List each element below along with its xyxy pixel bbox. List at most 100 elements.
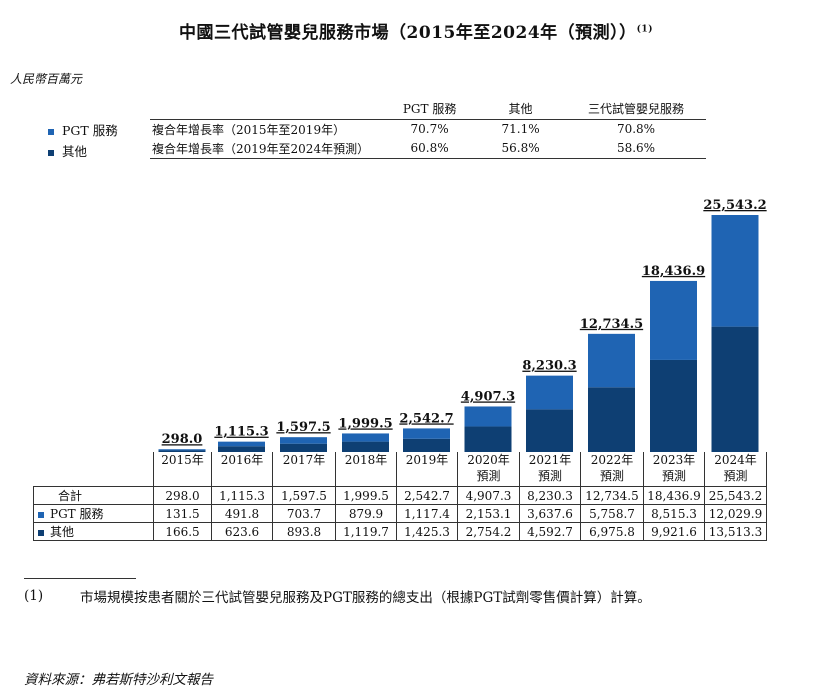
cell-value: 1,119.7 (335, 522, 397, 541)
cell-value: 491.8 (211, 504, 273, 523)
cell-value: 1,597.5 (272, 486, 336, 505)
legend-swatch-other (48, 149, 54, 156)
source-note: 資料來源：弗若斯特沙利文報告 (24, 672, 213, 688)
row-label: 其他 (33, 522, 154, 541)
total-label-4: 2,542.7 (399, 411, 453, 426)
total-label-2: 1,597.5 (276, 420, 330, 435)
row-label: 合計 (33, 486, 154, 505)
year-header-1: 2016年 (211, 452, 273, 487)
forecast-label: 預測 (599, 469, 624, 483)
forecast-label: 預測 (476, 469, 501, 483)
total-label-3: 1,999.5 (338, 416, 392, 431)
bar-other-3 (342, 441, 389, 452)
year-header-6: 2021年預測 (519, 452, 581, 487)
cell-value: 18,436.9 (643, 486, 705, 505)
year-label: 2019年 (405, 453, 449, 467)
bar-pgt-8 (650, 280, 697, 360)
cell-value: 298.0 (153, 486, 212, 505)
bar-other-0 (158, 450, 206, 452)
year-header-4: 2019年 (396, 452, 458, 487)
cell-value: 1,115.3 (211, 486, 273, 505)
forecast-label: 預測 (661, 469, 686, 483)
year-header-2: 2017年 (272, 452, 336, 487)
year-header-5: 2020年預測 (457, 452, 520, 487)
row-label-text: 合計 (58, 489, 83, 503)
year-header-3: 2018年 (335, 452, 397, 487)
year-header-7: 2022年預測 (580, 452, 644, 487)
cell-value: 2,754.2 (457, 522, 520, 541)
legend-swatch-pgt (48, 128, 54, 135)
cell-value: 5,758.7 (580, 504, 644, 523)
year-label: 2016年 (220, 453, 264, 467)
cell-value: 13,513.3 (704, 522, 767, 541)
bar-other-1 (218, 446, 265, 452)
footnote-text: 市場規模按患者關於三代試管嬰兒服務及PGT服務的總支出（根據PGT試劑零售價計算… (80, 590, 651, 606)
legend-item-pgt: PGT 服務 (48, 120, 118, 139)
cell-value: 8,230.3 (519, 486, 581, 505)
total-label-5: 4,907.3 (461, 389, 515, 404)
row-label-text: PGT 服務 (50, 507, 104, 521)
cagr-value: 60.8% (384, 138, 476, 159)
year-header-9: 2024年預測 (704, 452, 767, 487)
total-label-9: 25,543.2 (703, 198, 766, 213)
cell-value: 893.8 (272, 522, 336, 541)
cell-value: 4,592.7 (519, 522, 581, 541)
data-row: 其他 166.5 623.6 893.8 1,119.7 1,425.3 2,754.2 4,… (33, 522, 767, 541)
bar-other-9 (711, 326, 759, 452)
total-label-0: 298.0 (162, 432, 203, 447)
data-row: PGT 服務 131.5 491.8 703.7 879.9 1,117.4 2,153.1… (33, 504, 767, 523)
year-label: 2020年 (467, 453, 510, 467)
cell-value: 12,029.9 (704, 504, 767, 523)
cell-value: 131.5 (153, 504, 212, 523)
unit-label: 人民幣百萬元 (10, 72, 83, 86)
year-label: 2021年 (528, 453, 572, 467)
cagr-row-label: 複合年增長率（2015年至2019年） (152, 122, 346, 137)
cell-value: 6,975.8 (580, 522, 644, 541)
cell-value: 9,921.6 (643, 522, 705, 541)
cagr-value: 71.1% (501, 122, 540, 136)
data-table: 2015年 2016年 2017年 2018年 2019年 2020年 預測 2021年 預測 2… (33, 452, 767, 541)
legend-label-other: 其他 (62, 144, 88, 159)
forecast-label: 預測 (537, 469, 562, 483)
bar-pgt-2 (280, 437, 327, 444)
cell-value: 4,907.3 (457, 486, 520, 505)
cagr-header-row: PGT 服務 其他 三代試管嬰兒服務 (150, 99, 706, 120)
cell-value: 1,425.3 (396, 522, 458, 541)
year-label: 2022年 (590, 453, 634, 467)
year-header-0: 2015年 (153, 452, 212, 487)
bar-other-5 (464, 426, 512, 452)
bar-pgt-9 (711, 215, 759, 327)
cell-value: 1,117.4 (396, 504, 458, 523)
year-label: 2018年 (344, 453, 388, 467)
cagr-table: PGT 服務 其他 三代試管嬰兒服務 複合年增長率（2015年至2019年） 7… (150, 99, 706, 159)
cagr-header-other: 其他 (475, 99, 567, 120)
forecast-label: 預測 (723, 469, 748, 483)
bar-other-2 (280, 443, 327, 452)
legend-item-other: 其他 (48, 141, 87, 160)
cagr-value: 70.8% (616, 122, 656, 136)
year-label: 2023年 (652, 453, 696, 467)
data-row: 合計 298.0 1,115.3 1,597.5 1,999.5 2,542.7 4,907… (33, 486, 767, 505)
row-swatch (38, 511, 44, 518)
bar-pgt-6 (526, 375, 573, 410)
bar-pgt-7 (588, 333, 635, 388)
year-header-blank (34, 452, 154, 487)
cagr-header-blank (150, 99, 385, 120)
bar-pgt-0 (158, 449, 206, 451)
cagr-value: 58.6% (566, 138, 706, 159)
bar-other-6 (526, 409, 573, 452)
title-footnote-marker: (1) (636, 24, 653, 35)
year-label: 2015年 (161, 453, 204, 467)
bar-other-4 (403, 438, 450, 452)
year-header-row: 2015年 2016年 2017年 2018年 2019年 2020年 預測 2021年 預測 2… (34, 452, 767, 487)
bar-pgt-1 (218, 441, 265, 447)
year-label: 2024年 (714, 453, 757, 467)
chart-title: 中國三代試管嬰兒服務市場（2015年至2024年（預測））(1) (179, 23, 653, 43)
bar-pgt-4 (403, 428, 450, 439)
total-label-1: 1,115.3 (214, 425, 268, 440)
footnote-rule (24, 578, 136, 579)
cagr-value: 70.7% (410, 122, 449, 136)
total-label-7: 12,734.5 (580, 317, 643, 332)
cagr-header-pgt: PGT 服務 (384, 99, 476, 120)
cell-value: 623.6 (211, 522, 273, 541)
